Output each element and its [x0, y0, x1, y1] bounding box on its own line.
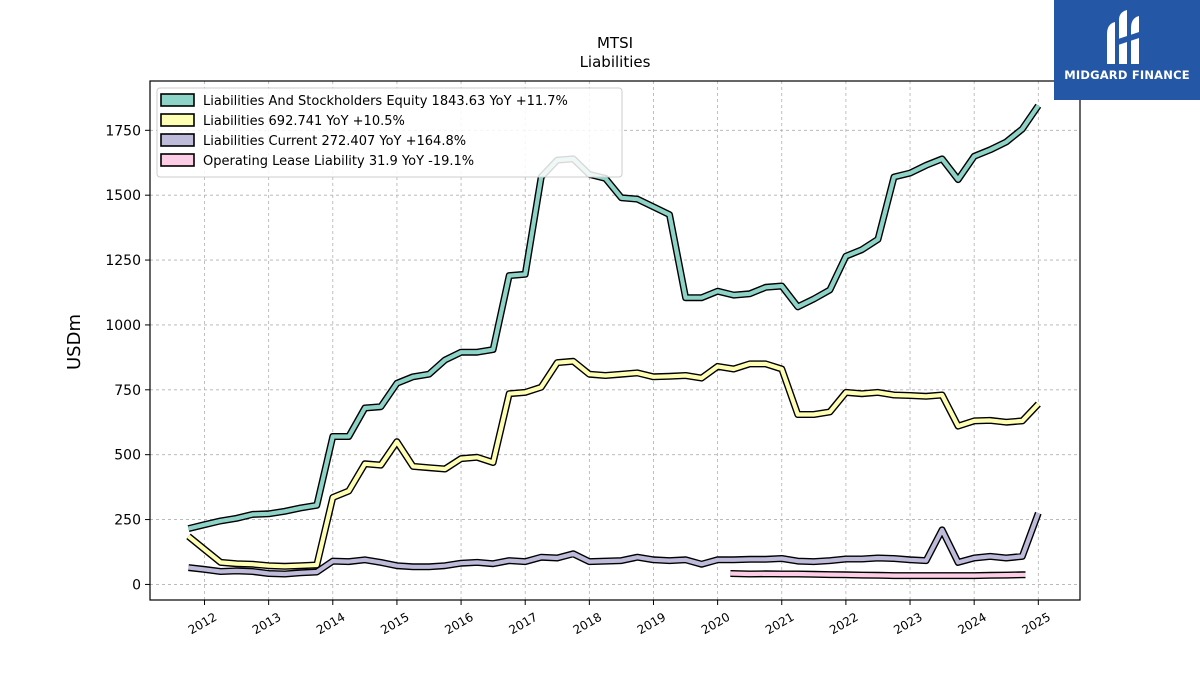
legend-swatch	[160, 133, 195, 147]
series-line-liabilities-current	[188, 512, 1041, 577]
x-tick-label: 2025	[1020, 610, 1053, 637]
x-tick-label: 2023	[891, 610, 924, 637]
x-tick-label: 2024	[955, 610, 988, 637]
plot-frame	[149, 80, 1081, 601]
y-tick-label: 1250	[105, 253, 141, 269]
legend-swatch	[160, 153, 195, 167]
x-tick-label: 2014	[314, 610, 347, 637]
series-layer	[186, 103, 1042, 580]
x-tick-label: 2018	[571, 610, 604, 637]
x-tick-label: 2015	[378, 610, 411, 637]
series-line-liabilities	[187, 359, 1040, 569]
x-tick-label: 2019	[635, 610, 668, 637]
x-tick-label: 2021	[763, 610, 796, 637]
series-line-operating-lease-liability	[730, 571, 1026, 578]
y-tick-label: 1500	[105, 188, 141, 204]
midgard-finance-logo: MIDGARD FINANCE	[1054, 0, 1200, 100]
chart-title: MTSI	[597, 34, 633, 52]
legend-label: Operating Lease Liability 31.9 YoY -19.1…	[203, 154, 474, 169]
y-tick-label: 1000	[105, 318, 141, 334]
legend-label: Liabilities 692.741 YoY +10.5%	[203, 114, 405, 129]
x-tick-label: 2022	[827, 610, 860, 637]
y-tick-label: 1750	[105, 123, 141, 139]
legend: Liabilities And Stockholders Equity 1843…	[156, 87, 623, 178]
y-tick-label: 750	[114, 383, 141, 399]
legend-swatch	[160, 113, 195, 127]
legend-label: Liabilities Current 272.407 YoY +164.8%	[203, 134, 466, 149]
x-tick-label: 2017	[506, 610, 539, 637]
y-tick-label: 500	[114, 448, 141, 464]
legend-label: Liabilities And Stockholders Equity 1843…	[203, 94, 568, 109]
logo-text: MIDGARD FINANCE	[1064, 68, 1190, 82]
x-tick-label: 2012	[186, 610, 219, 637]
series-line-liabilities-and-stockholders-equity	[188, 104, 1041, 531]
y-axis-label: USDm	[64, 314, 85, 370]
x-tick-label: 2016	[442, 610, 475, 637]
logo-mark-icon	[1107, 10, 1145, 64]
x-tick-label: 2013	[250, 610, 283, 637]
legend-swatch	[160, 93, 195, 107]
x-tick-label: 2020	[699, 610, 732, 637]
y-tick-label: 250	[114, 513, 141, 529]
chart-subtitle: Liabilities	[580, 53, 651, 71]
y-tick-label: 0	[132, 577, 141, 593]
legend-box	[156, 87, 623, 178]
